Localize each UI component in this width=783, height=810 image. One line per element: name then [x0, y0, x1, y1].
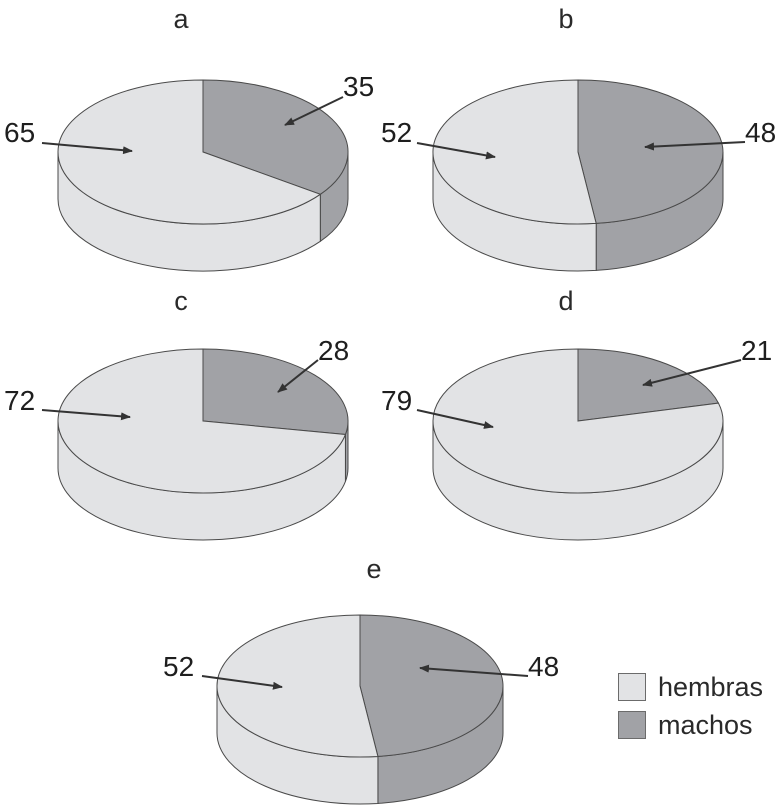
data-label-hembras-a: 65 — [4, 117, 35, 148]
pie-e: e 52 48 — [163, 554, 559, 805]
data-label-hembras-c: 72 — [4, 385, 35, 416]
slice-hembras-c — [57, 348, 347, 494]
legend-label-hembras: hembras — [658, 671, 764, 702]
slice-hembras-d — [432, 348, 724, 494]
legend-swatch-hembras — [618, 673, 646, 701]
panel-label-c: c — [174, 286, 188, 316]
data-label-machos-a: 35 — [343, 71, 374, 102]
panel-label-d: d — [558, 286, 573, 316]
data-label-machos-d: 21 — [741, 335, 772, 366]
slice-hembras-b — [432, 79, 597, 225]
slice-machos-c — [202, 348, 349, 436]
pie-c: c 72 28 — [4, 286, 349, 541]
data-label-machos-a-arrow — [284, 96, 344, 126]
pie-b: b 52 48 — [381, 4, 776, 272]
data-label-machos-e-arrow — [419, 664, 529, 677]
legend-item-hembras: hembras — [618, 668, 763, 706]
data-label-machos-e: 48 — [528, 651, 559, 682]
data-label-hembras-e-arrow — [201, 675, 283, 690]
data-label-hembras-e: 52 — [163, 651, 194, 682]
data-label-machos-b: 48 — [745, 117, 776, 148]
data-label-machos-c-arrow — [277, 359, 319, 393]
slice-machos-b — [577, 79, 724, 224]
data-label-hembras-a-arrow — [41, 142, 133, 155]
data-label-hembras-b: 52 — [381, 117, 412, 148]
data-label-hembras-d: 79 — [381, 385, 412, 416]
legend-swatch-machos — [618, 711, 646, 739]
legend: hembras machos — [618, 668, 763, 744]
legend-item-machos: machos — [618, 706, 763, 744]
panel-label-a: a — [173, 4, 189, 34]
data-label-hembras-b-arrow — [416, 142, 496, 160]
legend-label-machos: machos — [658, 709, 753, 740]
slice-hembras-a — [57, 79, 322, 225]
data-label-hembras-d-arrow — [416, 409, 494, 429]
data-label-machos-c: 28 — [318, 335, 349, 366]
slice-machos-a — [202, 79, 349, 195]
panel-label-e: e — [366, 554, 381, 584]
data-label-hembras-c-arrow — [41, 409, 131, 421]
panel-label-b: b — [558, 4, 573, 34]
pie-a: a 65 35 — [4, 4, 374, 272]
data-label-machos-d-arrow — [642, 359, 742, 387]
data-label-machos-b-arrow — [644, 141, 746, 151]
slice-hembras-e — [216, 614, 379, 758]
slice-machos-e — [359, 614, 504, 757]
pie-d: d 79 21 — [381, 286, 772, 541]
